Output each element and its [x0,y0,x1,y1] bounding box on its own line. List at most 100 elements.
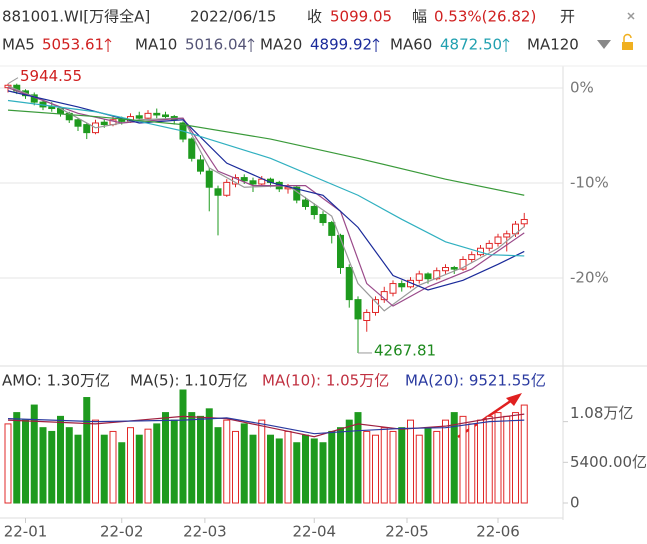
volume-bar [319,442,327,504]
candle-body [354,299,362,320]
indicator-value: 5053.61 [42,36,104,54]
volume-bar [520,404,528,504]
volume-bar [57,415,64,504]
volume-bar [240,423,248,504]
indicator-name: MA120 [527,36,579,54]
volume-bar [450,412,458,504]
candle-body [74,119,82,127]
candle-body [520,218,528,225]
symbol: 881001.WI[万得全A] [2,8,150,26]
y-tick-label: -10% [570,174,609,192]
volume-bar [249,434,257,504]
indicator-value: 5016.04 [185,36,247,54]
volume-bar [512,412,519,504]
candle-body [144,112,152,119]
x-tick-label: 22-06 [476,523,520,541]
candle-body [48,106,56,110]
volume-bar [415,434,423,504]
volume-bar [232,430,239,504]
volume-bar [372,434,379,504]
volume-bar [424,427,432,504]
ma-line [7,417,525,435]
candle-body [415,273,423,281]
low-label: 4267.81 [374,341,436,359]
volume-bar [302,434,309,504]
v-tick-label: 0 [570,494,580,512]
high-label: 5944.55 [20,67,82,85]
volume-bar [354,412,362,504]
volume-bar [48,430,56,504]
volume-bar [284,430,292,504]
volume-bar [267,434,274,504]
candle-body [328,222,336,236]
arrow-head [506,393,522,406]
candle-body [503,233,511,238]
candle-body [83,124,91,134]
volume-bar [162,412,169,504]
indicator-name: MA20 [260,36,302,54]
x-tick-label: 22-02 [100,523,144,541]
candle-body [162,114,169,118]
ma-line [7,87,525,307]
volume-bar [188,412,196,504]
ma-line [7,109,525,196]
leader [7,77,19,85]
candle-body [153,112,161,116]
candle-body [450,267,458,270]
lock-icon[interactable] [622,42,633,50]
candle-body [398,283,406,288]
v-tick-label: 5400.00亿 [570,453,647,471]
volume-bar [275,438,283,504]
change: 0.53%(26.82) [434,8,536,26]
candle-body [442,267,449,272]
label: 开 [560,8,575,26]
volume-bar [65,427,73,504]
candle-body [214,188,222,196]
candle-body [459,258,467,270]
indicator-value: 4872.50 [440,36,502,54]
candle-body [205,170,213,188]
close-icon[interactable] [627,12,635,20]
candle-body [302,199,309,207]
x-tick-label: 22-01 [4,523,48,541]
volume-bar [459,415,467,504]
volume-bar [310,438,318,504]
candle-body [389,283,397,294]
up-arrow [502,38,510,52]
candle-body [249,180,257,185]
indicator-name: MA60 [390,36,432,54]
volume-bar [179,389,187,504]
indicator-name: MA5 [2,36,35,54]
volume-bar [153,423,161,504]
ma-line [7,85,525,312]
indicator-value: 4899.92 [310,36,372,54]
candle-body [424,273,432,280]
candle-body [135,115,143,119]
y-tick-label: 0% [570,78,594,96]
x-tick-label: 22-03 [183,523,227,541]
lock-icon [623,33,632,42]
volume-bar [100,434,108,504]
candle-body [100,121,108,126]
dropdown-icon[interactable] [597,40,611,49]
candle-body [372,299,379,313]
volume-bar [144,428,152,504]
volume-bar [503,415,511,504]
volume-bar [407,419,414,504]
volume-indicator: MA(10): 1.05万亿 [262,372,389,390]
indicator-name: MA10 [135,36,177,54]
volume-bar [83,397,91,504]
volume-bar [442,419,449,504]
volume-bar [109,430,117,504]
volume-bar [494,412,502,504]
volume-bar [13,412,21,504]
volume-bar [337,427,344,504]
label: 幅 [412,8,427,26]
volume-bar [328,430,336,504]
volume-bar [118,442,126,504]
x-tick-label: 22-05 [385,523,429,541]
ma-line [7,90,525,291]
volume-bar [345,419,353,504]
volume-bar [477,419,484,504]
